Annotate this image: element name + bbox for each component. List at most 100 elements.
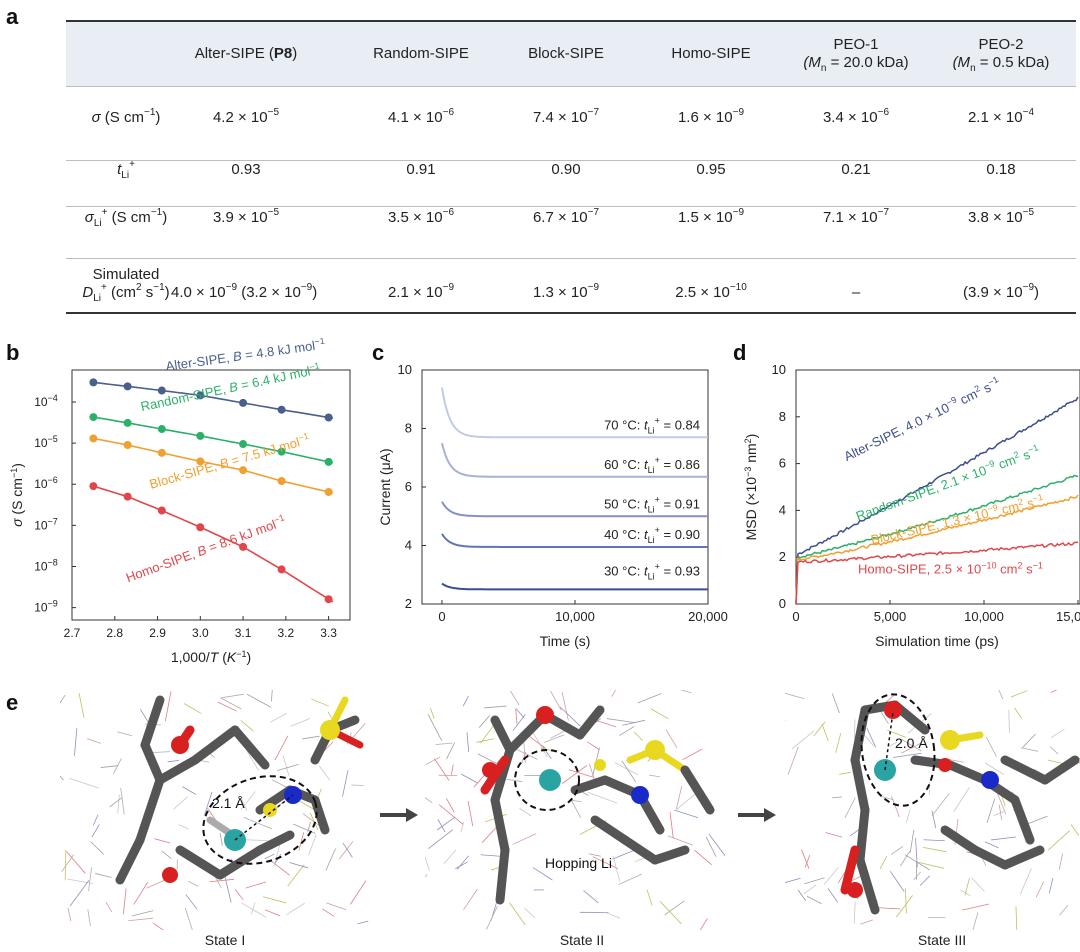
cell-t-peo1: 0.21 [841, 161, 871, 178]
background-bond [797, 889, 807, 902]
background-bond [665, 729, 678, 749]
sulfur-atom [645, 740, 665, 760]
y-axis-label: Current (μA) [377, 448, 393, 525]
msd-label: Homo-SIPE, 2.5 × 10−10 cm2 s−1 [858, 561, 1043, 577]
background-bond [425, 874, 428, 878]
cell-sigma-peo2: 2.1 × 10−4 [967, 107, 1035, 127]
background-bond [117, 731, 133, 737]
data-point [196, 431, 205, 440]
data-point [324, 595, 333, 604]
y-tick-label: 0 [779, 596, 786, 611]
current-trace [441, 442, 708, 478]
background-bond [446, 742, 456, 760]
y-axis-label: MSD (×10−3 nm2) [743, 434, 759, 541]
background-bond [1015, 906, 1018, 930]
background-bond [905, 809, 911, 823]
background-bond [349, 880, 367, 905]
molecule-bond [970, 845, 1010, 870]
background-bond [1058, 905, 1069, 916]
background-bond [219, 833, 223, 846]
data-point [89, 434, 98, 443]
background-bond [823, 867, 839, 885]
y-tick-label: 6 [405, 479, 412, 494]
molecule-bond [495, 845, 510, 905]
background-bond [998, 804, 1003, 821]
molecule-bond [590, 815, 630, 845]
background-bond [510, 690, 520, 706]
background-bond [825, 832, 843, 838]
hydrogen-atom [95, 745, 105, 755]
data-point [123, 492, 132, 501]
y-axis-label: σ (S cm−1) [9, 463, 25, 527]
series-line [93, 437, 334, 494]
x-tick-label: 15,000 [1056, 609, 1080, 624]
x-tick-label: 0 [792, 609, 799, 624]
background-bond [302, 735, 320, 740]
background-bond [541, 745, 552, 760]
background-bond [292, 823, 316, 834]
background-bond [901, 739, 922, 752]
col-header-homo: Homo-SIPE [671, 45, 751, 62]
col-header-peo2: PEO-2 (Mn = 0.5 kDa) [952, 36, 1050, 74]
background-bond [904, 888, 907, 914]
sulfur-atom [940, 730, 960, 750]
background-bond [962, 903, 990, 911]
molecule-bond [1010, 795, 1035, 845]
background-bond [133, 882, 149, 905]
background-bond [128, 917, 154, 922]
background-bond [827, 888, 838, 903]
background-bond [964, 877, 970, 896]
y-tick-label: 10−6 [34, 475, 58, 491]
background-bond [694, 849, 713, 866]
background-bond [909, 829, 915, 853]
background-bond [863, 734, 875, 747]
y-tick-label: 10−8 [34, 557, 58, 573]
background-bond [998, 690, 1004, 700]
data-point [123, 418, 132, 427]
state-label-1: State I [204, 932, 246, 948]
molecule-bond [490, 795, 510, 855]
background-bond [785, 692, 805, 700]
coordination-ellipse [514, 749, 580, 811]
background-bond [120, 787, 125, 815]
molecule-bond [850, 705, 870, 765]
background-bond [220, 697, 242, 710]
background-bond [274, 735, 289, 761]
table-top-rule [66, 20, 1076, 22]
background-bond [984, 762, 1004, 775]
background-bond [66, 851, 86, 874]
background-bond [1010, 690, 1028, 698]
background-bond [286, 902, 305, 916]
background-bond [880, 795, 894, 801]
row-label-transference: tLi+ [117, 159, 135, 181]
molecule-bond [570, 775, 610, 795]
background-bond [480, 854, 502, 857]
trace-label: 60 °C: tLi+ = 0.86 [604, 455, 700, 475]
trace-label: 30 °C: tLi+ = 0.93 [604, 561, 700, 581]
background-bond [835, 733, 842, 753]
background-bond [289, 862, 309, 869]
background-bond [318, 765, 331, 781]
background-bond [804, 877, 825, 885]
distance-line [884, 711, 894, 771]
background-bond [923, 839, 945, 842]
data-point [239, 440, 248, 449]
background-bond [831, 693, 840, 714]
background-bond [241, 902, 267, 918]
molecule-state-2: Hopping Li [425, 690, 725, 930]
data-point [157, 506, 166, 515]
background-bond [612, 856, 621, 882]
molecule-bond [255, 830, 295, 855]
background-bond [1047, 830, 1070, 851]
background-bond [614, 762, 639, 776]
molecule-bond [175, 845, 225, 880]
background-bond [164, 691, 172, 722]
y-tick-label: 8 [779, 409, 786, 424]
cell-t-alter: 0.93 [231, 161, 261, 178]
x-tick-label: 20,000 [688, 609, 728, 624]
y-tick-label: 2 [779, 549, 786, 564]
background-bond [619, 726, 635, 736]
background-bond [587, 791, 618, 804]
data-point [157, 448, 166, 457]
background-bond [60, 775, 64, 781]
